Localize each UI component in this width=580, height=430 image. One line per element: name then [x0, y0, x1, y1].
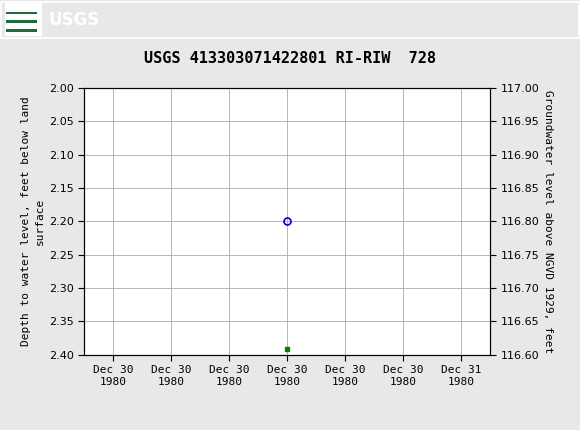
- Text: USGS: USGS: [48, 11, 99, 29]
- FancyArrow shape: [6, 29, 37, 32]
- FancyArrow shape: [6, 20, 37, 23]
- Y-axis label: Depth to water level, feet below land
surface: Depth to water level, feet below land su…: [21, 97, 45, 346]
- Text: USGS 413303071422801 RI-RIW  728: USGS 413303071422801 RI-RIW 728: [144, 52, 436, 66]
- Bar: [5, 3, 42, 37]
- Y-axis label: Groundwater level above NGVD 1929, feet: Groundwater level above NGVD 1929, feet: [543, 90, 553, 353]
- FancyArrow shape: [6, 12, 37, 15]
- Legend: Period of approved data: Period of approved data: [190, 427, 385, 430]
